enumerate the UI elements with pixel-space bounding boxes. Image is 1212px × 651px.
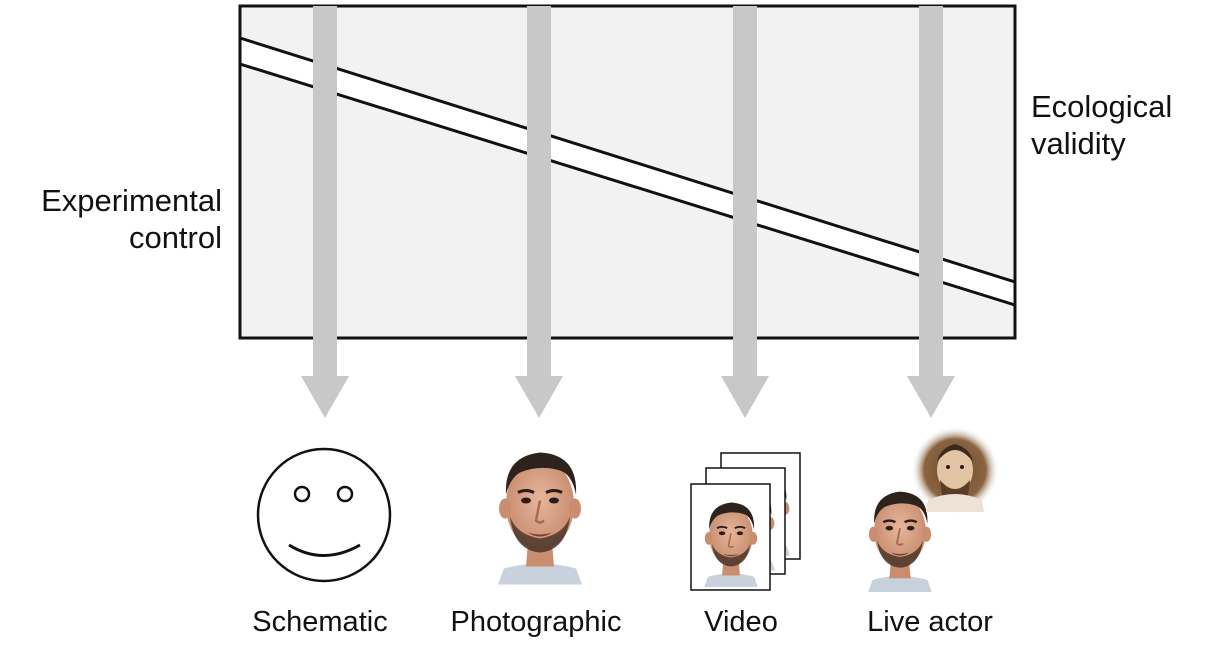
experimental-control-label: Experimental control: [0, 182, 222, 256]
ecological-validity-label: Ecological validity: [1031, 88, 1209, 162]
arrow-video: [721, 6, 769, 418]
arrow-schematic: [301, 6, 349, 418]
live-actor-icon: [866, 426, 999, 592]
experimental-control-line1: Experimental: [41, 183, 222, 218]
experimental-control-line2: control: [128, 220, 222, 256]
portrait-icon: [911, 426, 999, 514]
caption-video: Video: [704, 606, 778, 638]
caption-photographic: Photographic: [450, 606, 622, 638]
arrows: [301, 6, 955, 418]
smiley-face-icon: [256, 447, 392, 583]
caption-live-actor: Live actor: [867, 606, 993, 638]
face-photo-icon: [496, 450, 584, 587]
ecological-validity-line2: validity: [1031, 126, 1126, 162]
arrow-photographic: [515, 6, 563, 418]
ecological-validity-line1: Ecological: [1031, 89, 1173, 124]
caption-schematic: Schematic: [252, 606, 388, 638]
video-frames-icon: [690, 452, 801, 591]
arrow-live-actor: [907, 6, 955, 418]
